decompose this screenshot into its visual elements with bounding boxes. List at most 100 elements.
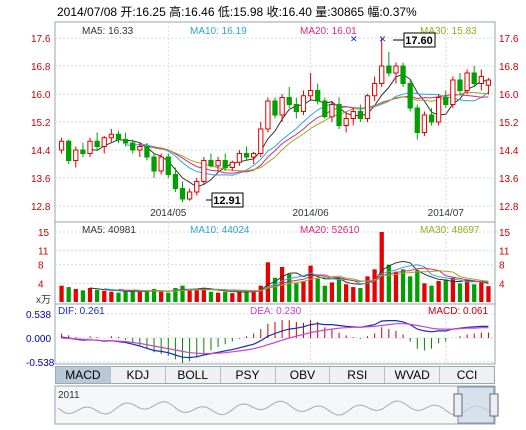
candle (151, 153, 157, 178)
navigator-year-label: 2011 (58, 390, 80, 401)
candle-body (428, 114, 435, 123)
navigator-frame[interactable] (54, 385, 496, 425)
candle (315, 83, 321, 105)
candle (471, 66, 477, 87)
candle-body (222, 160, 228, 168)
volume-bar (450, 277, 456, 302)
close-label: 收: (266, 5, 282, 19)
x-tick-label: 2014/07 (428, 208, 465, 219)
price-ma-line (139, 93, 489, 174)
candle-body (80, 149, 86, 154)
macd-dea-legend: DEA: 0.230 (250, 306, 302, 317)
candle-body (386, 65, 392, 74)
candle-body (87, 140, 93, 154)
volume-bar (180, 285, 185, 302)
candle-body (94, 140, 100, 147)
candle (336, 97, 342, 129)
candle (229, 160, 235, 171)
price-ma-legend: MA20: 16.01 (300, 26, 357, 37)
price-tick-left: 15.2 (31, 118, 51, 129)
candle (243, 146, 250, 161)
candle-body (478, 76, 484, 84)
open-label: 开: (120, 5, 136, 19)
candle-body (130, 142, 136, 151)
volume-bar (358, 288, 363, 302)
candle-body (371, 83, 378, 97)
tab-psy[interactable]: PSY (221, 367, 276, 383)
volume-bar (351, 287, 356, 302)
candle (87, 137, 93, 157)
volume-bar (166, 292, 171, 302)
tab-kdj[interactable]: KDJ (111, 367, 166, 383)
tab-cci[interactable]: CCI (456, 368, 478, 382)
candle (286, 87, 292, 108)
candle-body (322, 100, 328, 118)
candle (421, 111, 428, 136)
volume-bar (272, 277, 278, 302)
candle (101, 136, 107, 154)
candle-body (172, 174, 179, 189)
price-tick-right: 16.0 (499, 90, 519, 101)
candle (165, 153, 171, 178)
candle-body (457, 79, 463, 91)
tab-wvad[interactable]: WVAD (385, 367, 441, 383)
price-tick-right: 15.2 (499, 118, 519, 129)
candle (485, 77, 492, 95)
volume-bar (159, 291, 164, 302)
candle-body (179, 188, 186, 200)
candle-body (66, 140, 72, 161)
candle-body (393, 65, 399, 74)
candle-body (293, 104, 299, 112)
tab-boll[interactable]: BOLL (166, 367, 221, 383)
volume-tick-right: 11 (499, 247, 510, 258)
volume-bar (443, 279, 448, 302)
macd-tick: 0.538 (26, 310, 51, 321)
candle-body (315, 90, 321, 102)
candle (357, 104, 364, 122)
candle-body (258, 128, 264, 154)
navigator-window[interactable] (457, 386, 495, 424)
volume-tick-right: 8 (499, 261, 505, 272)
tab-rsi[interactable]: RSI (330, 367, 386, 383)
price-tick-right: 14.4 (499, 146, 519, 157)
volume-bar (116, 292, 121, 302)
candle (236, 150, 243, 166)
volume-unit-label: x万 (36, 295, 51, 306)
macd-panel-frame (54, 303, 496, 365)
tab-macd[interactable]: MACD (56, 367, 111, 383)
navigator-left-handle[interactable] (453, 393, 463, 417)
candle (436, 94, 442, 126)
candle (457, 73, 463, 94)
navigator-right-handle[interactable] (489, 393, 499, 417)
volume-bar (429, 285, 434, 302)
candle-body (229, 161, 235, 168)
candle-body (265, 100, 271, 130)
volume-bar (365, 276, 370, 302)
volume-bar (237, 290, 242, 302)
candle (386, 52, 392, 77)
candle (122, 132, 129, 147)
candle-body (436, 97, 442, 123)
candle (293, 97, 299, 119)
volume-tick-left: 11 (38, 247, 49, 258)
price-tick-left: 16.8 (31, 62, 51, 73)
navigator-overview-line (57, 400, 491, 416)
volume-bar (73, 288, 78, 302)
volume-tick-right: 4 (499, 279, 505, 290)
volume-bar (201, 288, 206, 302)
low-value: 15.98 (233, 5, 264, 19)
high-marker-icon: ✕ (379, 34, 387, 44)
candle-body (357, 111, 364, 119)
low-label: 低: (217, 5, 234, 19)
volume-bar (123, 291, 128, 302)
volume-bar (472, 284, 477, 302)
candle-body (108, 133, 114, 139)
candle (58, 137, 65, 154)
high-annotation: 17.60 (393, 32, 436, 48)
candle (158, 153, 164, 175)
candle-body (186, 191, 193, 200)
volume-tick-right: 15 (499, 228, 511, 239)
tab-obv[interactable]: OBV (276, 367, 331, 383)
volume-bar (173, 288, 178, 302)
